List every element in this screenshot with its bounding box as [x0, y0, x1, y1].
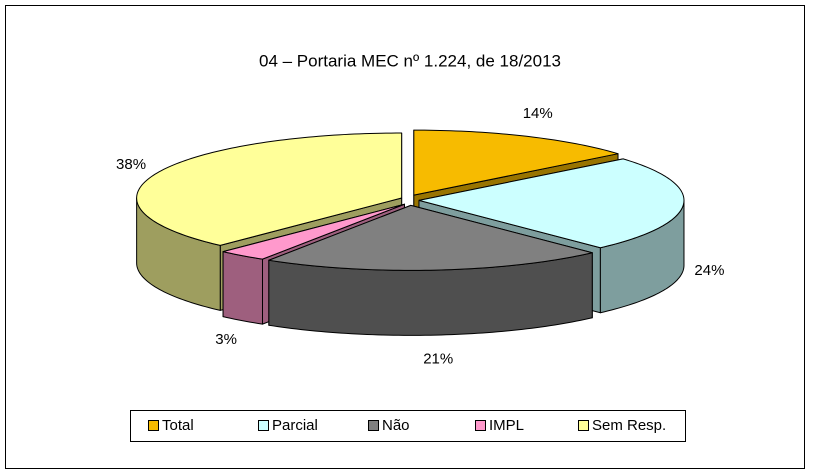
chart-title: 04 – Portaria MEC nº 1.224, de 18/2013: [259, 51, 561, 70]
legend-label: IMPL: [489, 417, 524, 434]
legend-box: [130, 410, 686, 442]
legend-label: Não: [382, 417, 410, 434]
slice: [136, 132, 403, 246]
data-label: 21%: [423, 351, 453, 368]
slice: [222, 203, 405, 260]
slice-side: [222, 251, 263, 325]
data-label: 38%: [116, 156, 146, 173]
legend-swatch: [258, 420, 269, 431]
legend-swatch: [475, 420, 486, 431]
legend-swatch: [368, 420, 379, 431]
legend-label: Total: [162, 417, 194, 434]
slice: [413, 129, 619, 196]
data-label: 14%: [523, 105, 553, 122]
legend-label: Parcial: [272, 417, 318, 434]
data-label: 24%: [694, 262, 724, 279]
data-label: 3%: [215, 331, 237, 348]
legend-swatch: [148, 420, 159, 431]
slice: [268, 204, 593, 271]
slice: [418, 158, 685, 249]
legend-label: Sem Resp.: [592, 417, 666, 434]
legend-swatch: [578, 420, 589, 431]
